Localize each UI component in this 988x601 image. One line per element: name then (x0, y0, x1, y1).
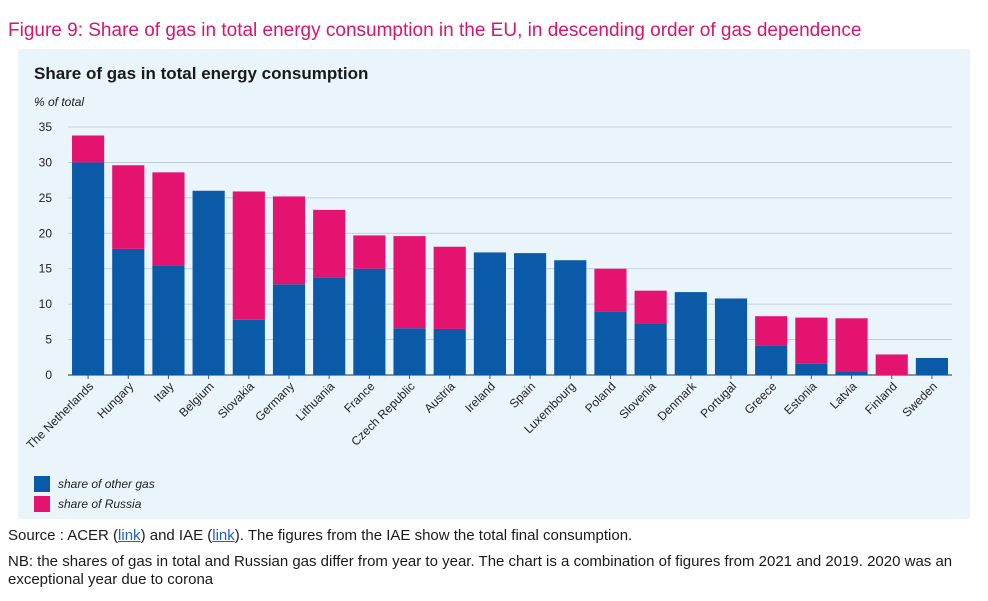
bar-other-gas (72, 162, 105, 375)
bar-other-gas (514, 253, 547, 375)
x-tick-label: Denmark (655, 379, 700, 424)
bar-russia-gas (875, 354, 908, 375)
y-axis-label: % of total (34, 95, 85, 109)
source-link-acer[interactable]: link (118, 527, 141, 544)
x-tick-label: Ireland (462, 379, 498, 415)
bar-other-gas (192, 190, 225, 375)
x-tick-label: Slovakia (215, 379, 257, 421)
bar-russia-gas (393, 236, 426, 329)
legend-label-other: share of other gas (58, 477, 155, 491)
y-tick-label: 0 (45, 368, 52, 382)
bar-other-gas (473, 252, 506, 375)
bar-russia-gas (152, 172, 185, 266)
x-tick-label: Greece (742, 379, 780, 417)
x-tick-label: Poland (582, 379, 618, 415)
bar-other-gas (353, 268, 386, 375)
x-tick-label: Estonia (781, 379, 819, 417)
bar-other-gas (313, 277, 346, 375)
bar-other-gas (594, 311, 627, 375)
y-tick-label: 30 (39, 155, 53, 169)
source-prefix: Source : ACER ( (8, 527, 119, 544)
source-suffix: ). The figures from the IAE show the tot… (234, 527, 633, 544)
bar-other-gas (232, 319, 265, 375)
bar-other-gas (393, 328, 426, 375)
bar-russia-gas (272, 196, 306, 285)
x-tick-label: The Netherlands (24, 379, 97, 452)
bar-other-gas (112, 248, 145, 375)
nb-note: NB: the shares of gas in total and Russi… (8, 553, 953, 588)
bar-russia-gas (232, 191, 265, 320)
x-tick-label: Belgium (176, 379, 217, 420)
y-tick-label: 15 (39, 262, 53, 276)
x-tick-label: Hungary (94, 379, 136, 421)
bar-russia-gas (353, 235, 386, 269)
bar-other-gas (433, 328, 466, 375)
y-tick-label: 10 (39, 297, 53, 311)
x-tick-label: Italy (151, 379, 176, 404)
bar-russia-gas (634, 290, 667, 324)
figure-title: Figure 9: Share of gas in total energy c… (8, 20, 862, 41)
legend-swatch-russia (34, 496, 50, 512)
source-note: Source : ACER (link) and IAE (link). The… (8, 527, 632, 544)
bar-other-gas (554, 260, 587, 375)
legend-item-other: share of other gas (34, 474, 155, 494)
bar-russia-gas (313, 209, 346, 278)
chart-title: Share of gas in total energy consumption (34, 64, 369, 83)
bar-other-gas (272, 284, 306, 375)
bar-russia-gas (835, 318, 868, 372)
legend-label-russia: share of Russia (58, 497, 142, 511)
y-tick-label: 5 (45, 333, 52, 347)
bar-russia-gas (433, 246, 466, 329)
y-tick-label: 20 (39, 226, 53, 240)
bar-other-gas (152, 265, 185, 375)
x-tick-label: Latvia (827, 379, 860, 412)
bar-russia-gas (755, 316, 788, 346)
bar-other-gas (795, 363, 828, 375)
legend: share of other gas share of Russia (34, 474, 155, 514)
bar-russia-gas (594, 268, 627, 312)
bar-other-gas (755, 345, 788, 375)
legend-swatch-other (34, 476, 50, 492)
x-tick-label: France (341, 379, 378, 416)
x-tick-label: Austria (422, 379, 459, 416)
bar-other-gas (674, 292, 707, 375)
bar-other-gas (714, 298, 748, 375)
source-middle: ) and IAE ( (140, 527, 213, 544)
x-tick-label: Portugal (698, 379, 740, 421)
x-tick-label: Finland (862, 379, 900, 417)
source-link-iae[interactable]: link (212, 527, 235, 544)
bar-other-gas (835, 371, 868, 375)
x-tick-label: Sweden (899, 379, 940, 420)
bar-other-gas (915, 357, 948, 375)
legend-item-russia: share of Russia (34, 494, 155, 514)
x-tick-label: Spain (507, 379, 539, 411)
bar-russia-gas (795, 317, 828, 364)
y-tick-label: 25 (39, 191, 53, 205)
bar-other-gas (634, 323, 667, 375)
x-tick-label: Lithuania (293, 379, 338, 424)
bar-russia-gas (72, 135, 105, 163)
y-tick-label: 35 (39, 120, 53, 134)
bar-russia-gas (112, 165, 145, 249)
x-tick-label: Slovenia (616, 379, 659, 422)
x-tick-label: Germany (252, 379, 297, 424)
